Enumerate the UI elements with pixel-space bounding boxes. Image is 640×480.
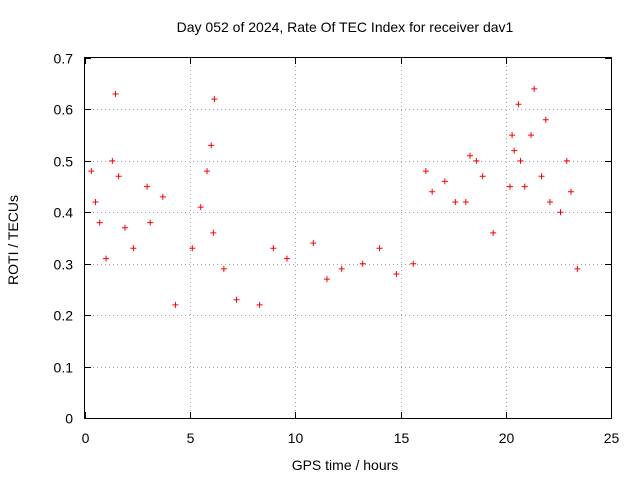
- y-tick-label: 0.3: [54, 257, 74, 273]
- data-point: [568, 188, 575, 195]
- data-point: [233, 296, 240, 303]
- y-tick-label: 0.4: [54, 205, 74, 221]
- data-point: [429, 188, 436, 195]
- y-tick-labels: 0 0.1 0.2 0.3 0.4 0.5 0.6 0.7: [54, 51, 74, 427]
- data-point: [546, 199, 553, 205]
- data-point: [515, 101, 522, 108]
- data-point: [204, 168, 211, 175]
- data-point: [310, 240, 317, 247]
- chart-title: Day 052 of 2024, Rate Of TEC Index for r…: [177, 19, 514, 35]
- x-tick-label: 10: [288, 430, 304, 446]
- x-tick-label: 15: [394, 430, 410, 446]
- data-point: [256, 301, 263, 308]
- data-point: [410, 260, 417, 267]
- x-tick-labels: 0 5 10 15 20 25: [82, 430, 620, 446]
- grid: [85, 58, 611, 418]
- data-point: [393, 271, 400, 277]
- data-point: [323, 276, 330, 283]
- data-point: [121, 224, 128, 231]
- y-tick-label: 0.2: [54, 308, 74, 324]
- y-axis-title: ROTI / TECUs: [5, 195, 21, 285]
- data-point: [528, 132, 535, 139]
- data-point: [172, 301, 179, 308]
- data-point: [338, 265, 345, 272]
- data-point: [92, 199, 99, 205]
- data-point: [517, 157, 524, 164]
- data-point: [462, 199, 469, 205]
- data-point: [521, 183, 528, 190]
- y-tick-label: 0.6: [54, 102, 74, 118]
- data-point: [208, 142, 215, 149]
- data-point: [109, 157, 116, 164]
- axis-ticks: [85, 58, 612, 419]
- data-point: [189, 245, 196, 252]
- data-point: [112, 91, 119, 97]
- data-point: [197, 204, 204, 211]
- data-point: [211, 96, 218, 103]
- data-point: [359, 260, 366, 267]
- data-point: [88, 168, 95, 175]
- data-point: [473, 157, 480, 164]
- y-tick-label: 0.7: [54, 51, 74, 67]
- data-point: [507, 183, 514, 190]
- x-tick-label: 5: [187, 430, 195, 446]
- x-tick-label: 20: [499, 430, 515, 446]
- data-point: [557, 209, 564, 216]
- data-point: [283, 255, 290, 262]
- data-point: [96, 219, 103, 226]
- data-point: [563, 157, 570, 164]
- data-point: [376, 245, 383, 252]
- data-point: [270, 245, 277, 252]
- data-point: [103, 255, 110, 262]
- y-tick-label: 0: [65, 411, 73, 427]
- data-point: [511, 147, 518, 154]
- x-tick-label: 25: [604, 430, 620, 446]
- data-point: [130, 245, 137, 252]
- data-point: [210, 229, 217, 236]
- data-point: [220, 265, 227, 272]
- data-point: [531, 85, 538, 92]
- plot-frame: [84, 57, 612, 419]
- data-point: [147, 219, 154, 226]
- data-point: [467, 152, 474, 159]
- x-tick-label: 0: [82, 430, 90, 446]
- data-point: [441, 178, 448, 185]
- y-tick-label: 0.5: [54, 154, 74, 170]
- data-point: [509, 132, 516, 139]
- x-axis-title: GPS time / hours: [292, 457, 399, 473]
- data-point: [422, 168, 429, 175]
- data-point: [159, 193, 166, 200]
- data-points: [88, 85, 581, 308]
- y-tick-label: 0.1: [54, 360, 74, 376]
- data-point: [144, 183, 151, 190]
- data-point: [490, 229, 497, 236]
- data-point: [574, 265, 581, 272]
- data-point: [479, 173, 486, 180]
- data-point: [538, 173, 545, 180]
- data-point: [115, 173, 122, 180]
- data-point: [452, 199, 459, 205]
- data-point: [542, 116, 549, 123]
